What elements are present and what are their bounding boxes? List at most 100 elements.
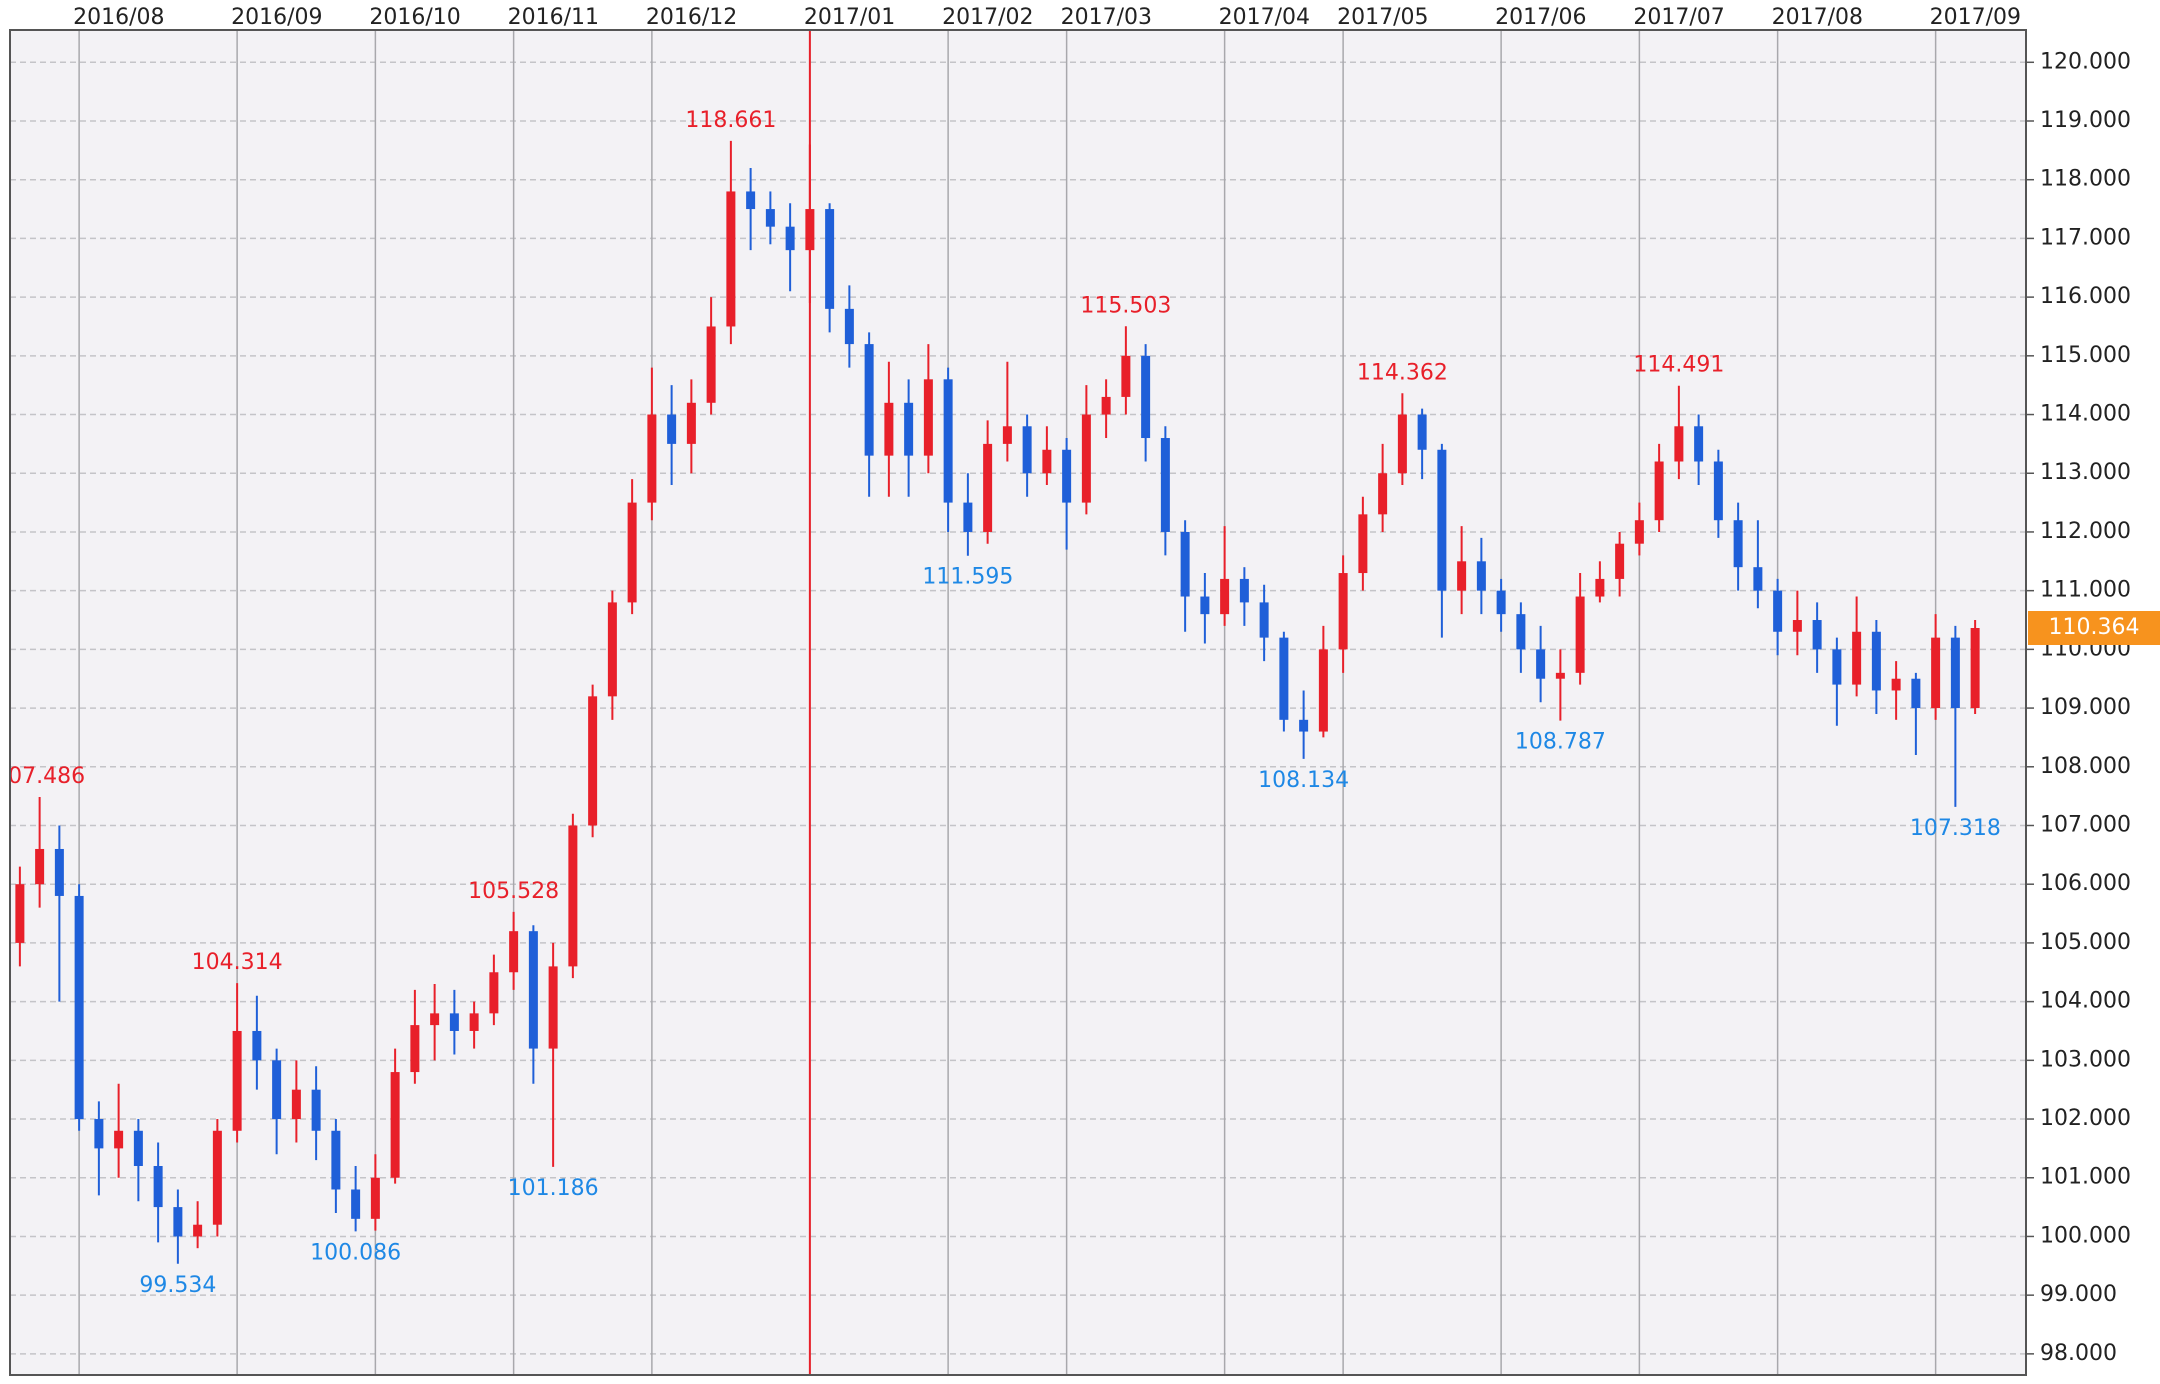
candle-body [1457, 561, 1467, 591]
candle-body [1713, 461, 1723, 521]
candle-body [1792, 620, 1802, 632]
candle-body [1950, 637, 1960, 709]
candle-body [1970, 627, 1980, 709]
candle-body [884, 402, 894, 456]
extreme-label: 115.503 [1080, 293, 1171, 318]
candle-body [1417, 414, 1427, 450]
candle-body [1259, 602, 1269, 638]
candle-body [1575, 596, 1585, 673]
candle-body [1299, 719, 1309, 732]
y-tick-label: 111.000 [2040, 578, 2131, 603]
candle-body [548, 966, 558, 1049]
y-tick-label: 108.000 [2040, 754, 2131, 779]
candle-body [864, 344, 874, 456]
y-tick-label: 115.000 [2040, 343, 2131, 368]
candle-body [588, 696, 598, 826]
candle-body [1891, 678, 1901, 691]
y-tick-label: 114.000 [2040, 402, 2131, 427]
candle-body [252, 1030, 262, 1061]
candle-body [904, 402, 914, 456]
candle-body [1141, 355, 1151, 439]
x-tick-label: 2016/11 [508, 5, 599, 30]
plot-frame [9, 29, 2027, 1376]
x-tick-label: 2016/08 [73, 5, 164, 30]
extreme-label: 105.528 [468, 879, 559, 904]
candle-body [726, 191, 736, 327]
candle-body [568, 825, 578, 967]
plot-area [10, 30, 2026, 1375]
x-tick-label: 2017/08 [1772, 5, 1863, 30]
candle-body [430, 1013, 440, 1026]
candle-body [923, 379, 933, 456]
candle-body [1338, 573, 1348, 650]
extreme-label: 107.318 [1910, 816, 2001, 841]
candle-body [1516, 614, 1526, 650]
y-tick-label: 116.000 [2040, 284, 2131, 309]
candle-body [489, 972, 499, 1014]
x-tick-label: 2017/03 [1061, 5, 1152, 30]
extreme-label: 108.787 [1515, 730, 1606, 755]
candle-body [1476, 561, 1486, 591]
candle-body [706, 326, 716, 403]
candle-body [449, 1013, 459, 1031]
candle-body [1674, 426, 1684, 462]
candle-body [54, 848, 64, 896]
candle-body [1931, 637, 1941, 709]
candle-body [1852, 631, 1862, 685]
y-tick-label: 102.000 [2040, 1106, 2131, 1131]
extreme-label: 104.314 [192, 950, 283, 975]
extreme-label: 108.134 [1258, 768, 1349, 793]
x-tick-label: 2017/07 [1633, 5, 1724, 30]
candle-body [390, 1072, 400, 1178]
candle-body [647, 414, 657, 503]
x-tick-label: 2017/04 [1219, 5, 1310, 30]
extreme-label: 99.534 [139, 1273, 216, 1298]
y-tick-label: 117.000 [2040, 225, 2131, 250]
candle-body [370, 1177, 380, 1219]
candle-body [410, 1025, 420, 1073]
y-tick-label: 98.000 [2040, 1341, 2117, 1366]
x-tick-label: 2017/09 [1930, 5, 2021, 30]
candle-body [212, 1130, 222, 1225]
y-tick-label: 112.000 [2040, 519, 2131, 544]
candle-body [746, 191, 756, 210]
candle-body [272, 1060, 282, 1120]
candle-body [1911, 678, 1921, 709]
candle-body [351, 1189, 361, 1219]
candle-body [1654, 461, 1664, 521]
extreme-label: 107.486 [0, 764, 85, 789]
candle-body [765, 209, 775, 227]
y-tick-label: 120.000 [2040, 49, 2131, 74]
extreme-label: 114.362 [1357, 360, 1448, 385]
candle-body [114, 1130, 124, 1149]
candle-body [15, 884, 25, 943]
candle-body [509, 931, 519, 973]
candle-body [193, 1224, 203, 1237]
extreme-label: 118.661 [685, 108, 776, 133]
candle-body [1397, 414, 1407, 474]
x-tick-label: 2017/06 [1495, 5, 1586, 30]
candle-body [1121, 355, 1131, 397]
candle-body [1239, 578, 1249, 603]
x-tick-label: 2017/01 [804, 5, 895, 30]
candle-body [528, 931, 538, 1049]
candle-body [1753, 567, 1763, 591]
candle-body [1555, 672, 1565, 679]
candle-body [1180, 531, 1190, 597]
candle-body [1733, 520, 1743, 568]
candle-body [1496, 590, 1506, 615]
candle-body [173, 1207, 183, 1237]
y-tick-label: 105.000 [2040, 930, 2131, 955]
candle-body [1279, 637, 1289, 720]
candle-body [1042, 449, 1052, 474]
y-tick-label: 107.000 [2040, 812, 2131, 837]
candle-body [1871, 631, 1881, 691]
y-tick-label: 119.000 [2040, 108, 2131, 133]
y-tick-label: 100.000 [2040, 1223, 2131, 1248]
extreme-label: 100.086 [310, 1240, 401, 1265]
candle-body [74, 895, 84, 1120]
candle-body [311, 1089, 321, 1131]
candles: 107.486 104.314 105.528 118.661 115.503 114.3… [0, 108, 2001, 1298]
candle-body [607, 602, 617, 697]
